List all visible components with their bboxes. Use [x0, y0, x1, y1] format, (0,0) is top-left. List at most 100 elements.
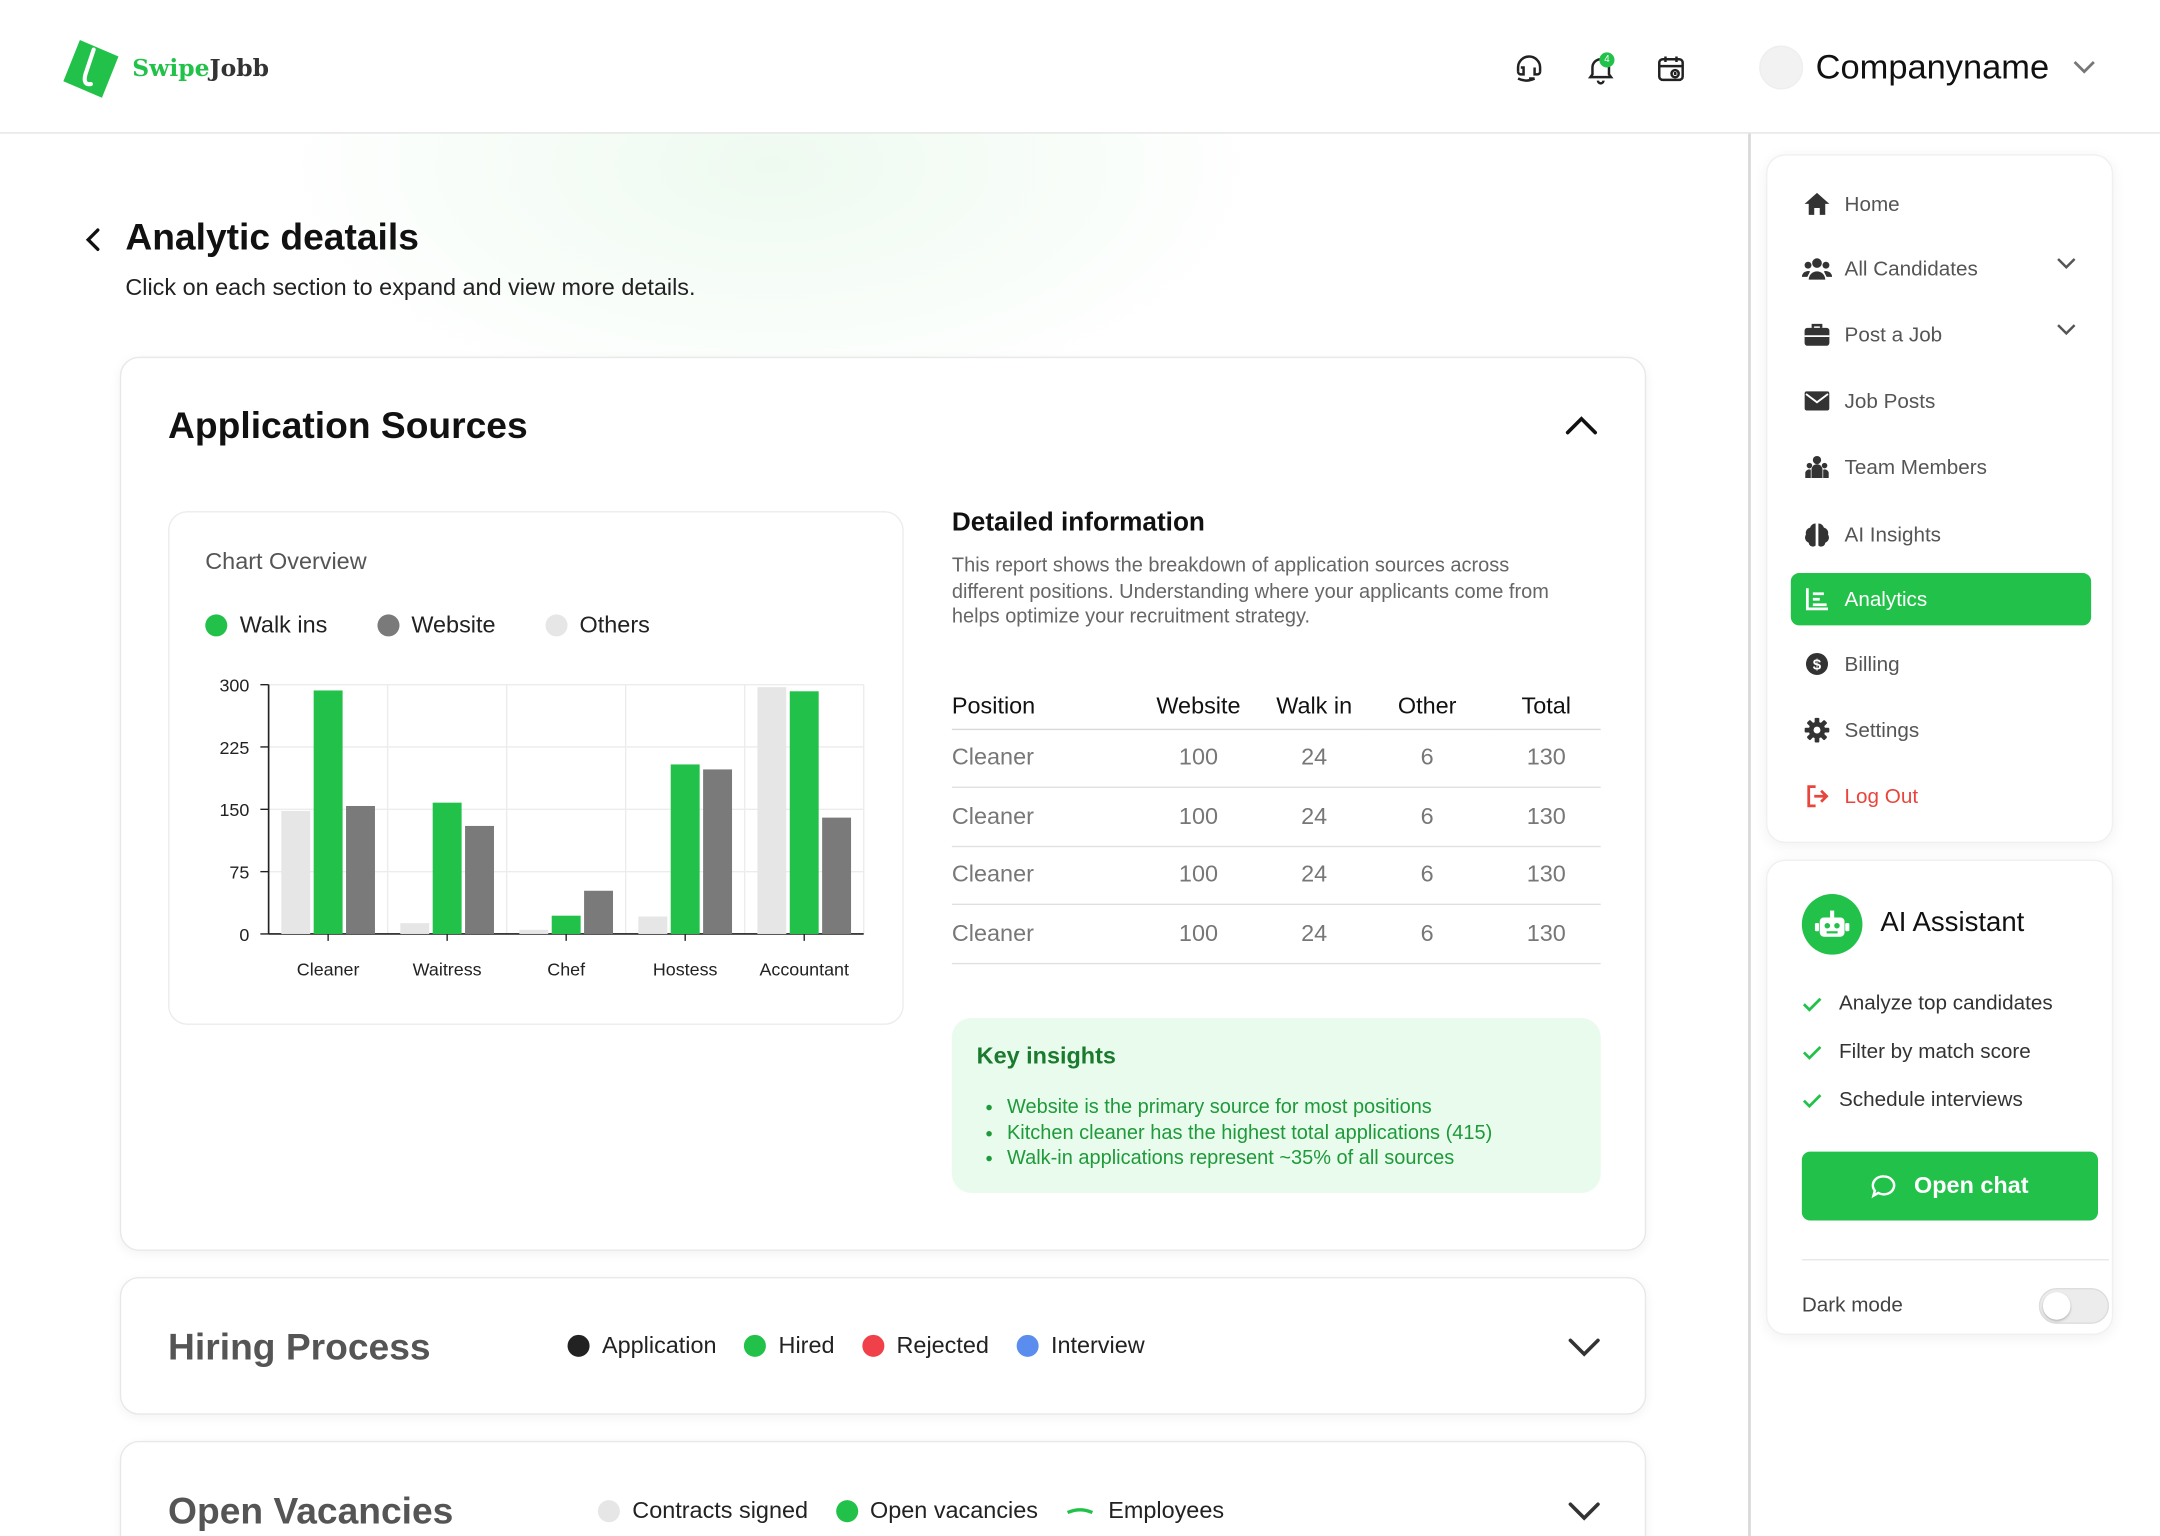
col-website: Website — [1130, 683, 1266, 730]
company-switcher[interactable]: Companyname — [1759, 45, 2096, 90]
sidebar-item-home[interactable]: Home — [1791, 178, 2091, 230]
legend-open-vacancies: Open vacancies — [835, 1497, 1038, 1525]
col-position: Position — [951, 683, 1131, 730]
sidebar-item-analytics[interactable]: Analytics — [1790, 573, 2092, 626]
sidebar-item-ai-insights[interactable]: AI Insights — [1791, 508, 2091, 560]
y-tick-label: 75 — [229, 863, 249, 883]
chevron-down-icon — [2057, 258, 2076, 269]
bar — [703, 769, 733, 934]
gear-icon — [1802, 715, 1832, 745]
hiring-process-title[interactable]: Hiring Process — [168, 1326, 431, 1368]
table-row: Cleaner 100 24 6 130 — [951, 787, 1601, 847]
legend-dot — [567, 1334, 590, 1357]
key-insights-title: Key insights — [976, 1042, 1116, 1069]
sources-table: Position Website Walk in Other Total Cle… — [951, 683, 1601, 964]
chat-icon — [1872, 1175, 1896, 1199]
legend-hired: Hired — [744, 1332, 835, 1360]
company-name: Companyname — [1815, 47, 2050, 87]
hiring-process-card[interactable]: Hiring Process Application Hired Rejecte… — [119, 1276, 1647, 1415]
legend-dot — [205, 614, 228, 637]
col-other: Other — [1362, 683, 1492, 730]
table-row: Cleaner 100 24 6 130 — [951, 845, 1601, 906]
legend-label: Rejected — [896, 1332, 989, 1359]
cell-position: Cleaner — [951, 845, 1131, 906]
support-icon[interactable] — [1513, 52, 1546, 85]
sidebar-item-all-candidates[interactable]: All Candidates — [1791, 242, 2091, 294]
chevron-down-icon[interactable] — [1566, 1335, 1602, 1360]
back-icon[interactable] — [83, 225, 105, 255]
insight-item: Kitchen cleaner has the highest total ap… — [1007, 1121, 1492, 1146]
sidebar-item-label: Billing — [1844, 652, 1900, 676]
sidebar-divider — [1748, 133, 1751, 1536]
sidebar-item-billing[interactable]: $ Billing — [1791, 638, 2091, 690]
check-icon — [1802, 997, 1822, 1012]
chevron-down-icon[interactable] — [1566, 1499, 1602, 1524]
open-vacancies-legend: Contracts signed Open vacancies Employee… — [597, 1497, 1252, 1525]
team-icon — [1802, 452, 1832, 482]
sidebar-item-label: AI Insights — [1844, 522, 1942, 547]
calendar-icon[interactable] — [1654, 52, 1687, 85]
hiring-process-legend: Application Hired Rejected Interview — [567, 1332, 1173, 1360]
cell-website: 100 — [1130, 904, 1266, 964]
chevron-up-icon[interactable] — [1564, 412, 1600, 437]
table-row: Cleaner 100 24 6 130 — [951, 904, 1601, 964]
brain-icon — [1802, 519, 1832, 549]
sidebar-item-label: Team Members — [1844, 455, 1987, 479]
notification-badge: 4 — [1599, 52, 1615, 68]
bar — [465, 825, 494, 934]
bar-chart: 0 75 150 225 300 Cleaner Waitress Chef Hostess Ac… — [219, 676, 865, 979]
bar — [789, 691, 819, 934]
bar — [519, 929, 549, 934]
key-insights-list: Website is the primary source for most p… — [1007, 1095, 1492, 1171]
legend-application: Application — [567, 1332, 717, 1360]
legend-dot — [835, 1500, 858, 1523]
sidebar-item-team-members[interactable]: Team Members — [1791, 441, 2091, 493]
legend-dot — [862, 1334, 885, 1357]
cell-other: 6 — [1362, 728, 1492, 788]
sidebar-nav: Home All Candidates Post a Job Job Posts… — [1766, 154, 2114, 844]
sidebar-item-settings[interactable]: Settings — [1791, 704, 2091, 756]
divider — [1801, 1259, 2110, 1261]
ai-assistant-panel: AI Assistant Analyze top candidates Filt… — [1766, 859, 2114, 1335]
dark-mode-toggle[interactable] — [2038, 1288, 2110, 1324]
logo-text: SwipeJobb — [132, 55, 269, 83]
sidebar-item-log-out[interactable]: Log Out — [1791, 770, 2091, 822]
open-vacancies-card[interactable]: Open Vacancies Contracts signed Open vac… — [119, 1440, 1647, 1536]
y-tick-label: 0 — [239, 925, 249, 945]
cell-total: 130 — [1491, 845, 1601, 906]
legend-walk-ins: Walk ins — [205, 612, 327, 640]
y-tick-label: 225 — [219, 738, 249, 758]
legend-label: Interview — [1050, 1332, 1145, 1359]
svg-text:$: $ — [1813, 656, 1822, 673]
legend-dot — [1016, 1334, 1039, 1357]
logo[interactable]: SwipeJobb — [61, 37, 269, 100]
cell-walk-in: 24 — [1265, 845, 1363, 906]
x-tick-label: Waitress — [413, 959, 482, 979]
ai-feature: Filter by match score — [1802, 1040, 2031, 1063]
application-sources-card: Application Sources Chart Overview Walk … — [119, 356, 1647, 1251]
cell-walk-in: 24 — [1265, 904, 1363, 964]
sidebar-item-label: Job Posts — [1844, 389, 1936, 413]
bar — [551, 915, 581, 934]
bar — [757, 687, 787, 934]
company-avatar — [1759, 45, 1804, 90]
cell-other: 6 — [1362, 904, 1492, 964]
bar — [584, 890, 614, 934]
open-vacancies-title[interactable]: Open Vacancies — [168, 1490, 454, 1532]
users-icon — [1801, 253, 1833, 283]
sidebar-item-post-a-job[interactable]: Post a Job — [1791, 309, 2091, 361]
sidebar-item-job-posts[interactable]: Job Posts — [1791, 375, 2091, 427]
dark-mode-label: Dark mode — [1801, 1293, 1903, 1317]
check-icon — [1802, 1093, 1822, 1108]
application-sources-title[interactable]: Application Sources — [168, 404, 528, 447]
cell-other: 6 — [1362, 787, 1492, 847]
legend-label: Employees — [1108, 1497, 1225, 1524]
ai-assistant-title: AI Assistant — [1880, 907, 2025, 939]
open-chat-button[interactable]: Open chat — [1801, 1151, 2099, 1221]
sidebar-item-label: Post a Job — [1844, 323, 1943, 347]
legend-label: Website — [411, 611, 496, 638]
briefcase-icon — [1802, 320, 1832, 350]
bar — [346, 805, 375, 934]
table-row: Cleaner 100 24 6 130 — [951, 728, 1601, 788]
detail-title: Detailed information — [951, 508, 1205, 538]
